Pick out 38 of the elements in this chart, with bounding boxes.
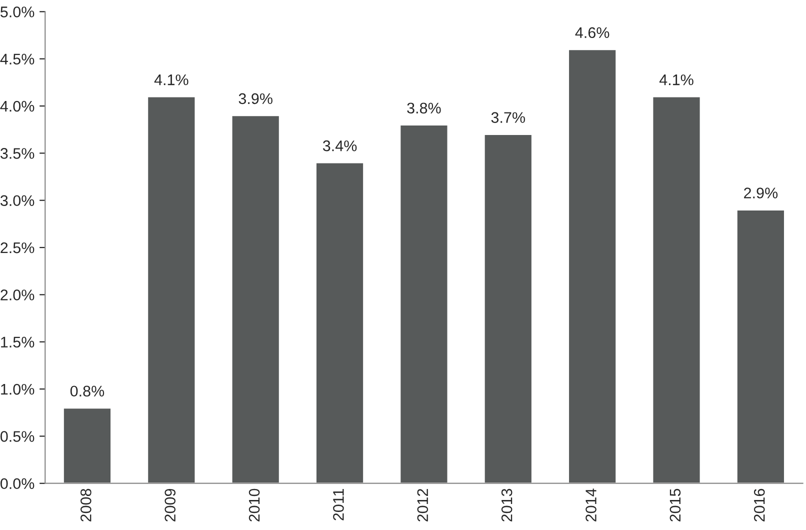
bar [568,48,618,484]
y-tick-label: 4.0% [0,100,34,112]
y-tick-label: 0.0% [0,478,34,490]
y-tick-label: 4.5% [0,54,34,65]
data-label: 0.8% [70,386,104,397]
y-tick-label: 2.5% [0,242,34,254]
data-label: 4.1% [154,74,188,86]
data-label: 3.9% [238,93,272,104]
data-label: 4.1% [659,74,694,86]
y-tick-label: 1.0% [1,384,34,395]
y-tick-label: 0.5% [0,431,34,442]
bar [315,162,364,484]
bar [652,96,702,484]
data-label: 2.9% [744,188,778,198]
x-tick-label: 2010 [248,488,260,522]
bar [399,124,449,484]
y-tick-label: 3.0% [0,195,34,206]
x-tick-label: 2016 [754,488,765,522]
x-tick-label: 2014 [586,488,596,522]
bar [146,96,196,484]
bar [736,209,786,484]
x-tick-label: 2008 [80,488,92,522]
y-tick-label: 3.5% [0,148,34,159]
y-tick-label: 5.0% [0,6,34,18]
data-label: 3.8% [407,102,441,114]
data-label: 3.7% [491,112,526,123]
data-label: 3.4% [322,140,357,152]
y-tick-label: 1.5% [1,336,34,348]
x-tick-label: 2011 [333,488,344,520]
x-tick-label: 2015 [670,488,681,522]
x-tick-label: 2009 [164,488,176,522]
x-tick-label: 2013 [501,488,512,522]
x-tick-label: 2012 [417,488,428,522]
data-label: 4.6% [575,27,610,38]
y-tick-label: 2.0% [0,290,34,300]
bar [230,114,280,484]
bar [62,407,112,484]
bar [483,134,533,484]
